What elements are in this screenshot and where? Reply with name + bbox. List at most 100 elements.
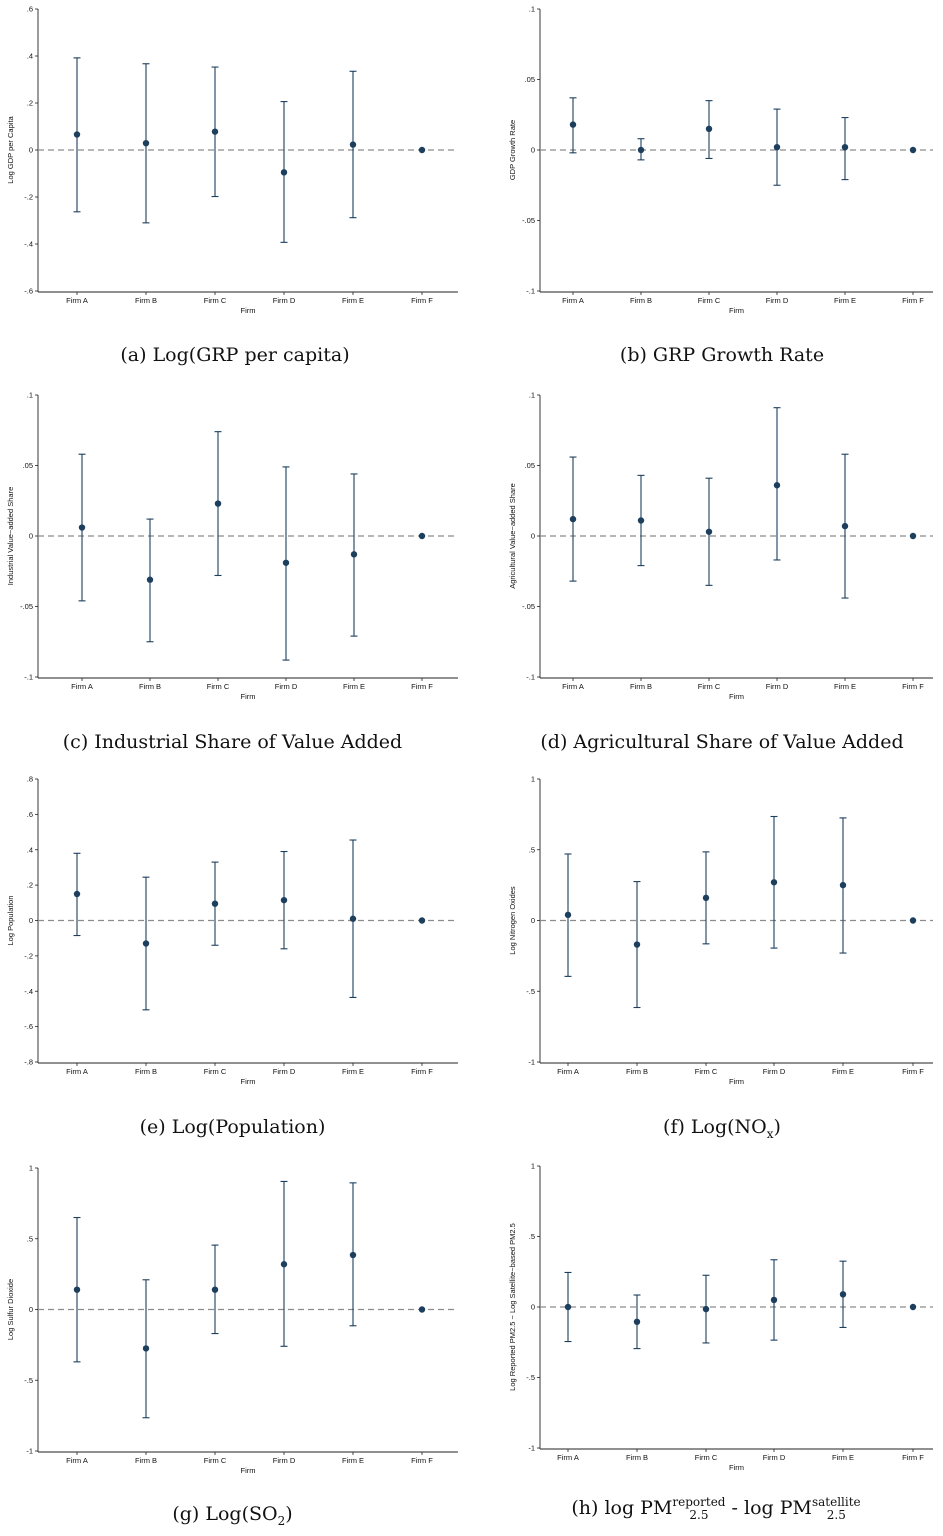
- y-tick-label: -.5: [24, 1376, 33, 1385]
- point-estimate: [705, 528, 713, 535]
- point-estimate: [211, 1286, 219, 1293]
- x-tick-label: Firm B: [630, 296, 652, 305]
- caption-d: (d) Agricultural Share of Value Added: [540, 731, 904, 753]
- x-tick-label: Firm B: [135, 1067, 157, 1076]
- point-estimate: [211, 900, 219, 907]
- x-tick-label: Firm C: [204, 1456, 227, 1465]
- y-tick-label: .4: [27, 52, 33, 61]
- x-tick-label: Firm A: [66, 1067, 88, 1076]
- x-axis-title: Firm: [241, 1466, 256, 1475]
- y-tick-label: .05: [525, 75, 535, 84]
- x-tick-label: Firm A: [562, 682, 584, 691]
- point-estimate: [773, 143, 781, 151]
- y-tick-label: .1: [529, 5, 535, 14]
- x-tick-label: Firm C: [695, 1067, 718, 1076]
- y-tick-label: -.1: [526, 673, 535, 682]
- caption-g-main: (g) Log(SO: [172, 1503, 278, 1525]
- axes-f: 1 .5 0 -.5 -1 Log Nitrogen Oxides Firm A Firm B…: [508, 775, 933, 1086]
- point-estimate: [349, 1251, 357, 1259]
- y-axis-title: Log Population: [6, 895, 15, 945]
- point-estimate: [633, 1318, 641, 1326]
- point-estimate: [211, 128, 219, 135]
- y-tick-label: -.05: [20, 602, 33, 611]
- y-tick-label: -1: [528, 1058, 535, 1067]
- x-tick-label: Firm B: [626, 1453, 648, 1462]
- point-estimate: [841, 143, 849, 151]
- point-estimate: [909, 1303, 917, 1311]
- y-tick-label: .5: [529, 845, 535, 854]
- y-tick-label: -.4: [24, 240, 33, 249]
- y-tick-label: -.05: [522, 602, 535, 611]
- x-tick-label: Firm D: [273, 1067, 296, 1076]
- series-b: [569, 97, 917, 186]
- y-tick-label: -.6: [24, 287, 33, 296]
- point-estimate: [702, 1305, 710, 1313]
- axes-c: .1 .05 0 -.05 -.1 Industrial Value−added Shar…: [6, 391, 458, 701]
- point-estimate: [73, 131, 81, 138]
- y-tick-label: -.1: [24, 673, 33, 682]
- point-estimate: [142, 940, 150, 947]
- point-estimate: [73, 890, 81, 898]
- x-tick-label: Firm F: [902, 296, 924, 305]
- caption-g-sub: 2: [277, 1513, 286, 1528]
- point-estimate: [142, 139, 150, 147]
- point-estimate: [78, 524, 86, 531]
- caption-h-sub-1: 2.5: [689, 1508, 709, 1522]
- caption-g: (g) Log(SO2): [0, 1503, 465, 1528]
- y-tick-label: 1: [531, 1162, 535, 1171]
- y-axis-title: Agricultural Value−added Share: [508, 483, 517, 589]
- x-tick-label: Firm C: [204, 296, 227, 305]
- y-tick-label: 0: [531, 1303, 535, 1312]
- caption-h-supsub-1: reported 2.5: [672, 1496, 725, 1522]
- caption-g-tail: ): [285, 1503, 293, 1525]
- y-tick-label: 0: [29, 1305, 33, 1314]
- series-g: [73, 1180, 426, 1419]
- point-estimate: [280, 1261, 288, 1268]
- x-tick-label: Firm F: [902, 1067, 924, 1076]
- y-tick-label: .8: [27, 775, 33, 784]
- y-axis-title: Log GDP per Capita: [6, 115, 15, 183]
- y-tick-label: .4: [27, 845, 33, 854]
- point-estimate: [418, 532, 426, 540]
- y-tick-label: -.6: [24, 1022, 33, 1031]
- x-axis-title: Firm: [729, 1077, 744, 1086]
- point-estimate: [349, 141, 357, 148]
- caption-h: (h) log PM reported 2.5 - log PM satellite 2…: [492, 1496, 940, 1522]
- x-tick-label: Firm A: [71, 682, 93, 691]
- series-e: [73, 839, 426, 1011]
- x-tick-label: Firm F: [411, 1067, 433, 1076]
- y-tick-label: 0: [531, 916, 535, 925]
- x-tick-label: Firm E: [342, 1067, 364, 1076]
- point-estimate: [770, 879, 778, 886]
- point-estimate: [564, 1303, 572, 1311]
- x-tick-label: Firm B: [630, 682, 652, 691]
- caption-h-sup-1: reported: [672, 1495, 726, 1509]
- x-tick-label: Firm E: [832, 1067, 854, 1076]
- x-tick-label: Firm A: [66, 1456, 88, 1465]
- axes-b: .1 .05 0 -.05 -.1 GDP Growth Rate Firm A Firm B…: [508, 5, 933, 315]
- caption-e: (e) Log(Population): [139, 1116, 326, 1138]
- caption-h-supsub-2: satellite 2.5: [812, 1496, 861, 1522]
- y-tick-label: -.05: [522, 216, 535, 225]
- x-tick-label: Firm C: [207, 682, 230, 691]
- y-tick-label: -.8: [24, 1058, 33, 1067]
- y-tick-label: 0: [29, 532, 33, 541]
- x-tick-label: Firm D: [763, 1067, 786, 1076]
- y-tick-label: .6: [27, 5, 33, 14]
- y-axis-title: Log Nitrogen Oxides: [508, 886, 517, 955]
- y-tick-label: .05: [23, 461, 33, 470]
- x-tick-label: Firm F: [902, 682, 924, 691]
- point-estimate: [909, 917, 917, 924]
- series-d: [569, 407, 917, 599]
- y-tick-label: 0: [29, 146, 33, 155]
- x-axis-title: Firm: [729, 1463, 744, 1472]
- point-estimate: [773, 482, 781, 489]
- point-estimate: [702, 894, 710, 902]
- axes-h: 1 .5 0 -.5 -1 Log Reported PM2.5 − Log Satell…: [508, 1162, 933, 1472]
- axes-e: .8 .6 .4 .2 0 -.2 -.4 -.6 -.8 Log Population Firm …: [6, 775, 458, 1086]
